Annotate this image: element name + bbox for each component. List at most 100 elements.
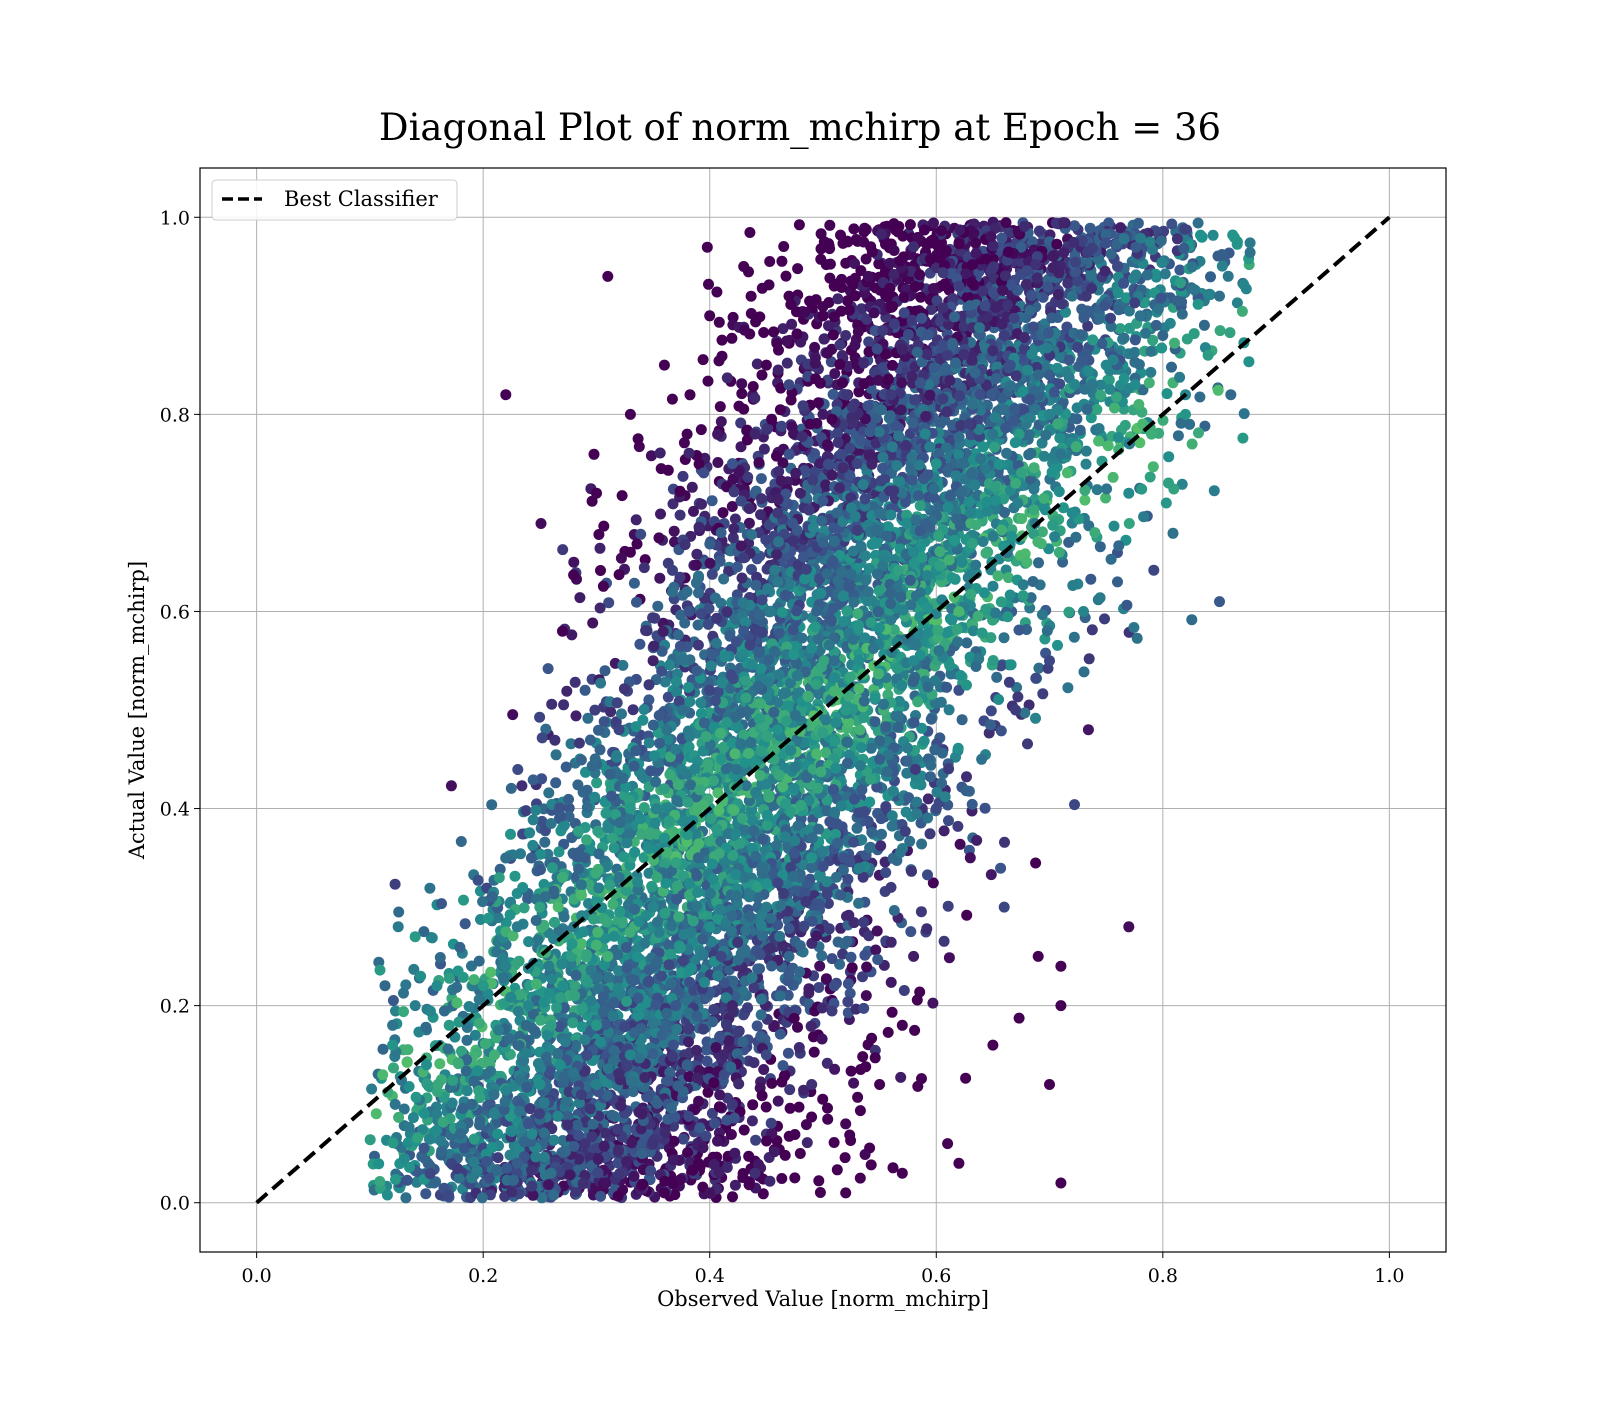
scatter-point	[960, 1073, 971, 1084]
scatter-point	[424, 883, 435, 894]
scatter-point	[1225, 327, 1236, 338]
scatter-point	[593, 529, 604, 540]
scatter-point	[1108, 472, 1119, 483]
scatter-point	[1187, 439, 1198, 450]
scatter-point	[995, 863, 1006, 874]
scatter-point	[628, 704, 639, 715]
scatter-point	[1014, 625, 1025, 636]
scatter-point	[971, 835, 982, 846]
scatter-point	[581, 834, 592, 845]
scatter-point	[922, 869, 933, 880]
scatter-point	[822, 1103, 833, 1114]
scatter-point	[494, 872, 505, 883]
scatter-point	[840, 1152, 851, 1163]
scatter-point	[860, 1061, 871, 1072]
scatter-point	[680, 539, 691, 550]
scatter-point	[815, 254, 826, 265]
scatter-point	[550, 777, 561, 788]
scatter-point	[537, 732, 548, 743]
scatter-point	[561, 686, 572, 697]
scatter-point	[655, 509, 666, 520]
scatter-point	[1025, 448, 1036, 459]
scatter-point	[587, 618, 598, 629]
scatter-point	[1030, 713, 1041, 724]
scatter-point	[605, 706, 616, 717]
scatter-point	[1109, 521, 1120, 532]
scatter-point	[1124, 518, 1135, 529]
scatter-point	[859, 950, 870, 961]
scatter-point	[764, 1176, 775, 1187]
scatter-point	[953, 743, 964, 754]
scatter-point	[897, 231, 908, 242]
scatter-point	[860, 1149, 871, 1160]
scatter-point	[559, 912, 570, 923]
scatter-point	[1079, 666, 1090, 677]
scatter-point	[939, 936, 950, 947]
scatter-point	[551, 749, 562, 760]
scatter-point	[633, 433, 644, 444]
scatter-point	[855, 1105, 866, 1116]
scatter-point	[688, 506, 699, 517]
scatter-point	[1030, 673, 1041, 684]
scatter-point	[1237, 433, 1248, 444]
scatter-point	[824, 273, 835, 284]
scatter-point	[1113, 540, 1124, 551]
scatter-point	[543, 787, 554, 798]
scatter-point	[852, 1092, 863, 1103]
scatter-point	[683, 682, 694, 693]
scatter-point	[757, 370, 768, 381]
scatter-point	[539, 837, 550, 848]
scatter-point	[848, 1078, 859, 1089]
scatter-point	[1173, 430, 1184, 441]
scatter-point	[698, 354, 709, 365]
scatter-point	[1223, 271, 1234, 282]
scatter-point	[757, 1090, 768, 1101]
scatter-point	[806, 1021, 817, 1032]
scatter-point	[715, 401, 726, 412]
scatter-point	[809, 342, 820, 353]
scatter-point	[905, 219, 916, 230]
scatter-point	[388, 995, 399, 1006]
scatter-point	[844, 1130, 855, 1141]
scatter-point	[861, 990, 872, 1001]
scatter-point	[905, 926, 916, 937]
scatter-point	[1144, 377, 1155, 388]
scatter-point	[1209, 485, 1220, 496]
scatter-point	[746, 308, 757, 319]
scatter-point	[776, 1173, 787, 1184]
scatter-point	[986, 869, 997, 880]
scatter-point	[420, 1188, 431, 1199]
scatter-point	[943, 901, 954, 912]
scatter-point	[553, 901, 564, 912]
scatter-point	[914, 987, 925, 998]
scatter-point	[656, 463, 667, 474]
scatter-point	[1028, 576, 1039, 587]
scatter-point	[668, 1154, 679, 1165]
scatter-point	[691, 560, 702, 571]
scatter-point	[675, 510, 686, 521]
scatter-point	[546, 699, 557, 710]
scatter-point	[784, 1084, 795, 1095]
scatter-point	[1103, 440, 1114, 451]
scatter-point	[528, 774, 539, 785]
scatter-point	[650, 776, 661, 787]
scatter-point	[732, 561, 743, 572]
scatter-point	[832, 1164, 843, 1175]
scatter-point	[736, 388, 747, 399]
scatter-point	[1037, 688, 1048, 699]
scatter-point	[802, 1137, 813, 1148]
scatter-point	[726, 333, 737, 344]
scatter-point	[1166, 362, 1177, 373]
scatter-point	[402, 1057, 413, 1068]
scatter-point	[870, 945, 881, 956]
scatter-point	[792, 263, 803, 274]
scatter-point	[1237, 306, 1248, 317]
scatter-point	[999, 837, 1010, 848]
scatter-point	[944, 952, 955, 963]
scatter-point	[1030, 858, 1041, 869]
scatter-point	[980, 803, 991, 814]
scatter-point	[390, 879, 401, 890]
scatter-point	[572, 779, 583, 790]
scatter-point	[570, 677, 581, 688]
scatter-point	[875, 840, 886, 851]
